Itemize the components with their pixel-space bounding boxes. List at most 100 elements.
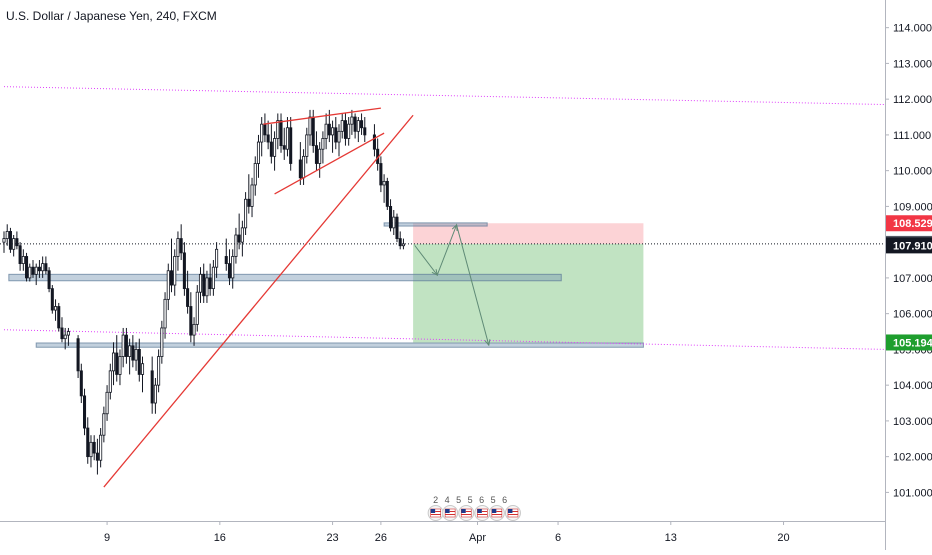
candle-body <box>25 256 29 279</box>
candle-body <box>318 148 322 164</box>
candle-body <box>115 352 119 375</box>
dotted-channel-line-1[interactable] <box>3 86 886 106</box>
candle-body <box>273 138 277 157</box>
time-axis-area[interactable] <box>0 521 885 550</box>
candle-body <box>28 266 32 279</box>
candle-body <box>389 206 393 229</box>
candle-body <box>289 127 293 164</box>
candle-body <box>276 120 280 139</box>
candle-body <box>334 127 338 143</box>
candle-body <box>298 159 302 179</box>
candle-body <box>37 266 41 272</box>
event-flag-count: 5 <box>491 495 496 505</box>
candle-body <box>102 413 106 436</box>
candle-body <box>356 120 360 132</box>
y-tick-label: 102.000 <box>893 452 932 464</box>
y-tick-label: 104.000 <box>893 380 932 392</box>
candle-body <box>89 441 93 458</box>
candle-body <box>311 116 315 147</box>
candle-body <box>83 395 87 429</box>
candle-body <box>21 256 25 265</box>
projected-path-arrowhead <box>484 339 491 347</box>
candle-body <box>285 127 289 150</box>
candle-body <box>99 434 103 461</box>
candle-body <box>305 134 309 157</box>
event-flag-count: 2 <box>433 495 438 505</box>
price-tag <box>886 237 932 254</box>
candle-body <box>140 363 145 375</box>
x-tick-label: 9 <box>104 532 110 544</box>
candle-body <box>205 277 209 297</box>
candle-body <box>256 141 261 164</box>
chart-title: U.S. Dollar / Japanese Yen, 240, FXCM <box>6 9 217 23</box>
price-tag-label: 107.910 <box>893 240 932 252</box>
candle-body <box>131 345 135 361</box>
candle-body <box>66 331 70 336</box>
x-tick-label: Apr <box>469 532 486 544</box>
candle-body <box>398 238 402 247</box>
candle-body <box>95 452 99 461</box>
candle-body <box>44 263 48 272</box>
candle-body <box>189 306 193 336</box>
y-tick-label: 112.000 <box>893 94 932 106</box>
event-flag-count: 5 <box>468 495 473 505</box>
candle-body <box>198 273 203 293</box>
price-tag <box>886 334 932 351</box>
candle-body <box>86 427 90 458</box>
candle-body <box>118 356 122 375</box>
candle-body <box>260 123 264 143</box>
candle-body <box>192 323 196 336</box>
candle-body <box>224 256 228 265</box>
candle-body <box>343 120 347 139</box>
price-tag-label: 105.194 <box>893 337 932 349</box>
us-flag-canton <box>430 509 436 513</box>
candle-body <box>331 127 335 136</box>
candle-body <box>385 180 389 207</box>
candle-body <box>57 306 61 329</box>
horizontal-zone-3[interactable] <box>35 342 644 348</box>
y-tick-label: 113.000 <box>893 58 932 70</box>
wedge-line-2[interactable] <box>274 132 385 195</box>
candle-body <box>237 234 241 243</box>
candle-body <box>2 238 6 243</box>
horizontal-zone-1[interactable] <box>383 222 488 227</box>
candle-body <box>186 288 190 307</box>
candle-body <box>34 266 38 275</box>
take-profit-zone <box>413 243 644 343</box>
candle-body <box>282 145 286 150</box>
projected-path-arrowhead <box>451 223 458 232</box>
candle-body <box>321 138 325 150</box>
candle-body <box>401 243 405 247</box>
horizontal-zone-2[interactable] <box>8 273 562 282</box>
rising-trendline[interactable] <box>103 114 414 488</box>
projected-path[interactable] <box>414 223 490 346</box>
candle-body <box>12 238 16 250</box>
candle-body <box>134 349 138 361</box>
candle-body <box>244 198 248 229</box>
candle-body <box>54 306 58 311</box>
candle-body <box>47 270 51 290</box>
us-flag-canton <box>507 509 513 513</box>
candle-body <box>169 270 174 286</box>
candle-body <box>137 349 141 375</box>
y-tick-label: 111.000 <box>893 130 931 142</box>
y-tick-label: 110.000 <box>893 166 932 178</box>
candle-body <box>157 356 161 386</box>
wedge-line-1[interactable] <box>263 107 381 125</box>
candle-body <box>250 184 254 207</box>
event-flag-count: 5 <box>456 495 461 505</box>
price-axis-area[interactable] <box>885 0 932 550</box>
candle-body <box>363 127 367 136</box>
candle-body <box>41 263 45 272</box>
candle-body <box>211 266 215 290</box>
candle-body <box>121 334 125 357</box>
y-tick-label: 106.000 <box>893 309 932 321</box>
candle-body <box>15 238 19 247</box>
candle-body <box>166 270 170 300</box>
candle-body <box>124 334 128 357</box>
us-flag-canton <box>461 509 466 513</box>
candle-body <box>392 216 396 229</box>
candle-body <box>108 370 112 393</box>
